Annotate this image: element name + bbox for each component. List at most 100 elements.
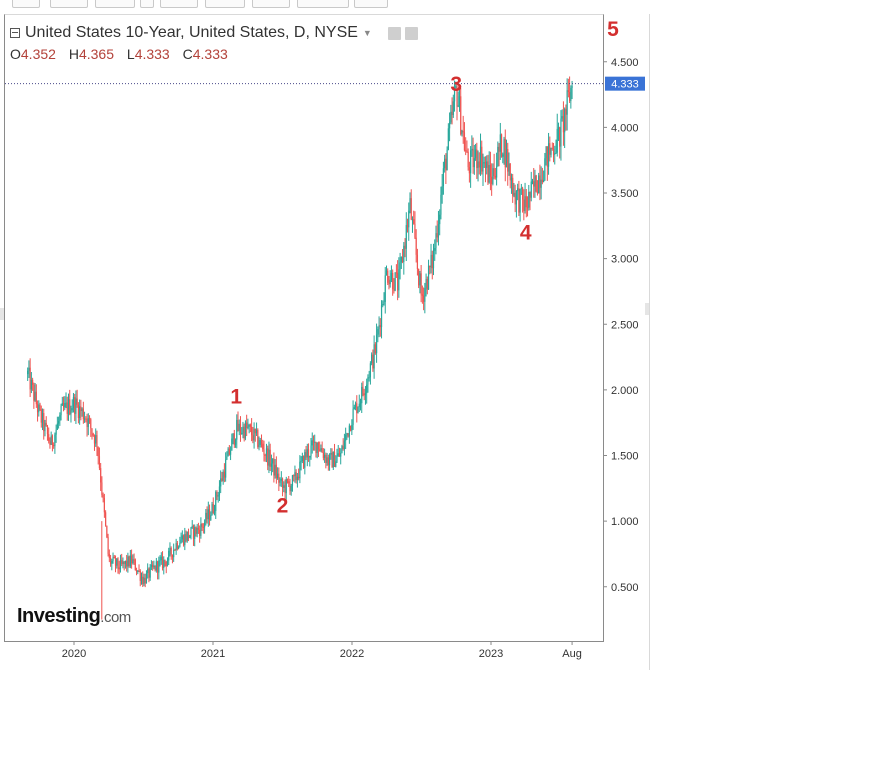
wave-label-5: 5 xyxy=(607,18,619,41)
candle-body xyxy=(178,546,180,549)
candle-body xyxy=(182,535,185,546)
candle-body xyxy=(363,393,365,396)
last-price-label: 4.333 xyxy=(611,79,639,91)
candle-body xyxy=(434,248,436,251)
candle-body xyxy=(199,529,201,536)
candle-body xyxy=(367,377,369,385)
candle-body xyxy=(479,146,482,168)
settings-button[interactable] xyxy=(354,0,388,8)
candle-body xyxy=(377,329,379,335)
candle-body xyxy=(108,553,110,559)
candle-body xyxy=(306,449,308,458)
timeframe-button[interactable] xyxy=(50,0,88,8)
candle-body xyxy=(375,334,378,354)
candle-body xyxy=(67,399,70,414)
candle-body xyxy=(233,433,235,445)
low-label: L xyxy=(126,46,135,62)
candle-body xyxy=(205,512,207,523)
candle-body xyxy=(545,146,547,159)
candle-body xyxy=(351,424,353,431)
candle-body xyxy=(500,134,503,157)
candle-body xyxy=(53,445,55,447)
candle-body xyxy=(319,449,321,451)
candle-body xyxy=(442,168,445,187)
candle-body xyxy=(238,423,240,431)
candle-body xyxy=(481,146,483,172)
candle-body xyxy=(471,148,473,151)
candle-body xyxy=(45,422,47,426)
candle-body xyxy=(102,494,104,499)
candle-body xyxy=(129,555,131,567)
candle-body xyxy=(502,154,504,157)
candle-body xyxy=(39,404,41,410)
candle-body xyxy=(76,398,78,405)
plot-area[interactable] xyxy=(4,14,604,642)
candle-body xyxy=(492,168,494,184)
candle-body xyxy=(321,448,323,453)
candle-body xyxy=(395,272,397,274)
candle-body xyxy=(114,558,117,566)
candle-body xyxy=(486,161,488,168)
last-price-tag xyxy=(605,76,645,91)
indicator-button[interactable] xyxy=(160,0,198,8)
candle-body xyxy=(515,191,518,205)
candle-body xyxy=(332,451,334,468)
candle-body xyxy=(403,245,405,263)
candle-body xyxy=(491,176,493,184)
candle-body xyxy=(82,408,84,420)
candle-body xyxy=(560,118,562,147)
candle-body xyxy=(147,568,149,574)
collapse-icon[interactable] xyxy=(10,28,20,38)
candle-body xyxy=(415,237,417,255)
ohlc-readout: O4.352 H4.365 L4.333 C4.333 xyxy=(10,46,418,62)
candle-body xyxy=(278,473,280,483)
template-button[interactable] xyxy=(205,0,245,8)
chevron-down-icon[interactable]: ▼ xyxy=(362,28,372,38)
candle-body xyxy=(507,149,509,172)
candle-body xyxy=(51,435,54,446)
candle-body xyxy=(341,446,343,453)
candle-body xyxy=(148,568,150,578)
y-tick-label: 3.000 xyxy=(611,254,639,266)
candle-body xyxy=(336,455,338,462)
eye-icon[interactable] xyxy=(387,26,401,40)
candle-body xyxy=(539,175,541,188)
candle-body xyxy=(520,187,522,189)
candle-body xyxy=(204,522,206,528)
candle-body xyxy=(499,134,501,152)
candle-body xyxy=(565,108,567,115)
candle-body xyxy=(81,408,83,412)
candle-body xyxy=(272,458,274,464)
candle-body xyxy=(460,96,462,135)
candle-body xyxy=(368,377,370,379)
candle-body xyxy=(299,461,301,479)
candle-body xyxy=(358,403,360,408)
left-scroll-handle[interactable] xyxy=(0,308,4,320)
candle-body xyxy=(132,559,134,564)
candle-body xyxy=(207,509,209,520)
candle-body xyxy=(201,524,203,527)
candle-body xyxy=(348,425,350,437)
price-chart[interactable]: 0.500 1.000 1.500 2.000 2.500 3.000 3.500 4.000… xyxy=(0,0,650,670)
candle-body xyxy=(229,450,232,455)
candle-body xyxy=(494,175,496,178)
candle-body xyxy=(393,289,395,291)
redo-button[interactable] xyxy=(297,0,349,8)
x-tick-label: 2020 xyxy=(62,648,86,660)
candle-body xyxy=(557,127,560,129)
candle-body xyxy=(253,428,255,441)
candle-body xyxy=(55,429,57,435)
compare-button[interactable] xyxy=(140,0,154,8)
candle-body xyxy=(249,424,251,427)
candle-body xyxy=(569,92,571,102)
gear-icon[interactable] xyxy=(404,26,418,40)
candle-body xyxy=(359,403,362,405)
right-scroll-handle[interactable] xyxy=(645,303,649,315)
candle-body xyxy=(444,158,446,169)
candle-body xyxy=(535,175,537,192)
undo-button[interactable] xyxy=(252,0,290,8)
candle-body xyxy=(239,423,242,434)
investing-logo: Investing.com xyxy=(17,605,131,628)
crosshair-button[interactable] xyxy=(12,0,40,8)
chart-type-button[interactable] xyxy=(95,0,135,8)
